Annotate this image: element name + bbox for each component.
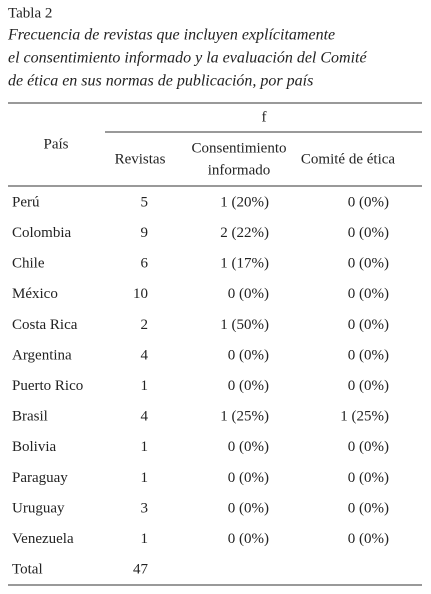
country-cell: México — [12, 286, 58, 302]
consent-cell: 0 (0%) — [228, 500, 269, 516]
country-cell: Brasil — [12, 409, 48, 425]
revistas-cell: 6 — [141, 256, 149, 272]
column-header: informado — [208, 162, 270, 178]
revistas-cell: 4 — [141, 347, 149, 363]
country-cell: Colombia — [12, 225, 72, 241]
group-header: f — [262, 109, 267, 125]
revistas-cell: 1 — [141, 470, 149, 486]
comite-cell: 0 (0%) — [348, 286, 389, 302]
country-cell: Chile — [12, 256, 45, 272]
comite-cell: 0 (0%) — [348, 378, 389, 394]
title-line: el consentimiento informado y la evaluac… — [8, 50, 367, 67]
comite-cell: 1 (25%) — [340, 409, 389, 425]
column-header: País — [43, 136, 68, 152]
revistas-cell: 3 — [141, 500, 149, 516]
revistas-cell: 1 — [141, 439, 149, 455]
comite-cell: 0 (0%) — [348, 225, 389, 241]
consent-cell: 1 (25%) — [220, 409, 269, 425]
title-line: de ética en sus normas de publicación, p… — [8, 73, 313, 90]
consent-cell: 0 (0%) — [228, 531, 269, 547]
consent-cell: 0 (0%) — [228, 439, 269, 455]
comite-cell: 0 (0%) — [348, 470, 389, 486]
consent-cell: 0 (0%) — [228, 378, 269, 394]
country-cell: Paraguay — [12, 470, 68, 486]
revistas-cell: 5 — [141, 194, 149, 210]
comite-cell: 0 (0%) — [348, 347, 389, 363]
revistas-cell: 9 — [141, 225, 149, 241]
comite-cell: 0 (0%) — [348, 531, 389, 547]
country-cell: Argentina — [12, 347, 72, 363]
table-label: Tabla 2 — [8, 5, 52, 21]
consent-cell: 0 (0%) — [228, 347, 269, 363]
revistas-cell: 4 — [141, 409, 149, 425]
country-cell: Venezuela — [12, 531, 74, 547]
revistas-cell: 1 — [141, 531, 149, 547]
comite-cell: 0 (0%) — [348, 317, 389, 333]
revistas-cell: 10 — [133, 286, 148, 302]
comite-cell: 0 (0%) — [348, 439, 389, 455]
consent-cell: 2 (22%) — [220, 225, 269, 241]
title-line: Frecuencia de revistas que incluyen expl… — [7, 27, 335, 44]
comite-cell: 0 (0%) — [348, 194, 389, 210]
column-header: Consentimiento — [192, 140, 287, 156]
country-cell: Perú — [12, 194, 40, 210]
column-header: Comité de ética — [301, 151, 395, 167]
consent-cell: 0 (0%) — [228, 286, 269, 302]
country-cell: Bolivia — [12, 439, 57, 455]
revistas-cell: 2 — [141, 317, 149, 333]
country-cell: Total — [12, 562, 43, 578]
comite-cell: 0 (0%) — [348, 256, 389, 272]
consent-cell: 1 (20%) — [220, 194, 269, 210]
country-cell: Costa Rica — [12, 317, 78, 333]
country-cell: Uruguay — [12, 500, 65, 516]
revistas-cell: 47 — [133, 562, 149, 578]
consent-cell: 0 (0%) — [228, 470, 269, 486]
consent-cell: 1 (50%) — [220, 317, 269, 333]
revistas-cell: 1 — [141, 378, 149, 394]
consent-cell: 1 (17%) — [220, 256, 269, 272]
comite-cell: 0 (0%) — [348, 500, 389, 516]
country-cell: Puerto Rico — [12, 378, 83, 394]
column-header: Revistas — [115, 151, 166, 167]
